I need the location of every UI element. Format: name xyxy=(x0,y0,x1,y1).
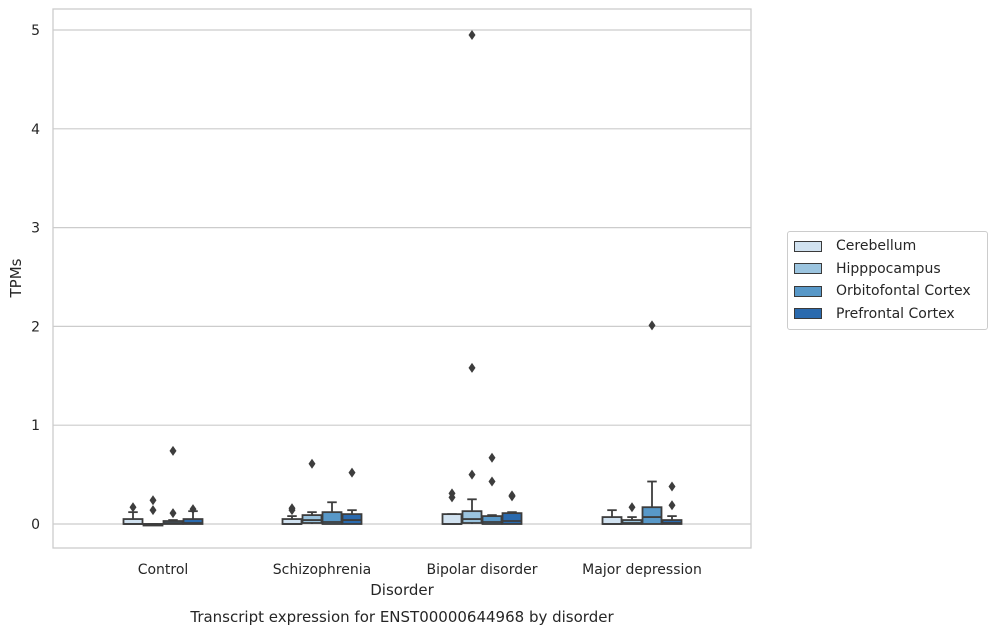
outlier-point xyxy=(308,458,316,469)
outlier-point xyxy=(448,488,456,499)
y-tick-label: 1 xyxy=(31,418,40,434)
legend-item: Orbitofontal Cortex xyxy=(788,280,987,303)
box-iqr xyxy=(621,519,643,525)
legend-item: Cerebellum xyxy=(788,235,987,258)
box-orbitofontal-cortex xyxy=(321,501,343,525)
box-iqr xyxy=(481,515,503,525)
x-tick-label: Major depression xyxy=(582,562,702,578)
legend: Cerebellum Hipppocampus Orbitofontal Corte… xyxy=(787,231,988,330)
x-axis-label: Disorder xyxy=(370,581,434,599)
x-tick-labels: Control Schizophrenia Bipolar disorder Majo… xyxy=(138,562,702,578)
outlier-point xyxy=(628,502,636,513)
box-hipppocampus xyxy=(301,458,323,524)
outlier-point xyxy=(488,476,496,487)
outlier-point xyxy=(508,490,516,501)
outlier-point xyxy=(169,445,177,456)
legend-swatch xyxy=(794,263,822,275)
box-iqr xyxy=(661,519,683,525)
y-tick-label: 2 xyxy=(31,319,40,335)
box-hipppocampus xyxy=(621,502,643,525)
legend-swatch xyxy=(794,308,822,320)
y-tick-label: 0 xyxy=(31,517,40,533)
outlier-point xyxy=(468,469,476,480)
outlier-point xyxy=(468,29,476,40)
gridlines xyxy=(53,29,751,525)
box-prefrontal-cortex xyxy=(661,481,683,525)
outlier-point xyxy=(668,481,676,492)
box-iqr xyxy=(501,512,523,525)
box-iqr xyxy=(182,518,204,525)
outlier-point xyxy=(169,508,177,519)
box-cerebellum xyxy=(281,503,303,525)
legend-item: Hipppocampus xyxy=(788,258,987,281)
plot-area-frame xyxy=(52,8,752,549)
boxes xyxy=(122,29,683,527)
box-iqr xyxy=(321,511,343,525)
box-cerebellum xyxy=(601,509,623,525)
legend-label: Cerebellum xyxy=(836,238,917,255)
legend-label: Orbitofontal Cortex xyxy=(836,283,971,300)
box-prefrontal-cortex xyxy=(182,504,204,525)
box-hipppocampus xyxy=(461,29,483,524)
box-iqr xyxy=(641,506,663,525)
legend-swatch xyxy=(794,285,822,297)
legend-label: Hipppocampus xyxy=(836,260,941,277)
outlier-point xyxy=(189,504,197,515)
box-iqr xyxy=(341,513,363,525)
x-tick-label: Bipolar disorder xyxy=(426,562,537,578)
outlier-point xyxy=(129,502,137,513)
y-tick-label: 4 xyxy=(31,122,40,138)
box-cerebellum xyxy=(441,488,463,525)
legend-label: Prefrontal Cortex xyxy=(836,305,955,322)
y-tick-label: 3 xyxy=(31,221,40,237)
legend-swatch xyxy=(794,240,822,252)
box-iqr xyxy=(301,514,323,524)
box-orbitofontal-cortex xyxy=(641,320,663,525)
box-iqr xyxy=(601,516,623,525)
outlier-point xyxy=(648,320,656,331)
box-orbitofontal-cortex xyxy=(481,452,503,525)
outlier-point xyxy=(488,452,496,463)
outlier-point xyxy=(668,500,676,511)
outlier-point xyxy=(149,495,157,506)
legend-item: Prefrontal Cortex xyxy=(788,303,987,326)
box-cerebellum xyxy=(122,502,144,525)
y-axis-label: TPMs xyxy=(7,258,25,298)
box-prefrontal-cortex xyxy=(501,490,523,525)
y-tick-label: 5 xyxy=(31,23,40,39)
box-orbitofontal-cortex xyxy=(162,445,184,525)
x-tick-label: Control xyxy=(138,562,189,578)
box-prefrontal-cortex xyxy=(341,467,363,525)
outlier-point xyxy=(288,503,296,514)
box-hipppocampus xyxy=(142,495,164,527)
outlier-point xyxy=(149,505,157,516)
outlier-point xyxy=(348,467,356,478)
box-iqr xyxy=(461,510,483,524)
outlier-point xyxy=(468,362,476,373)
box-iqr xyxy=(441,513,463,525)
chart-caption: Transcript expression for ENST0000064496… xyxy=(189,608,614,626)
x-tick-label: Schizophrenia xyxy=(273,562,371,578)
y-tick-labels: 0 1 2 3 4 5 xyxy=(31,23,40,533)
